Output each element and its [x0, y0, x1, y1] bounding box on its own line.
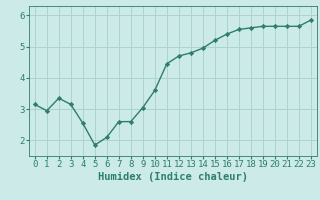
X-axis label: Humidex (Indice chaleur): Humidex (Indice chaleur)	[98, 172, 248, 182]
